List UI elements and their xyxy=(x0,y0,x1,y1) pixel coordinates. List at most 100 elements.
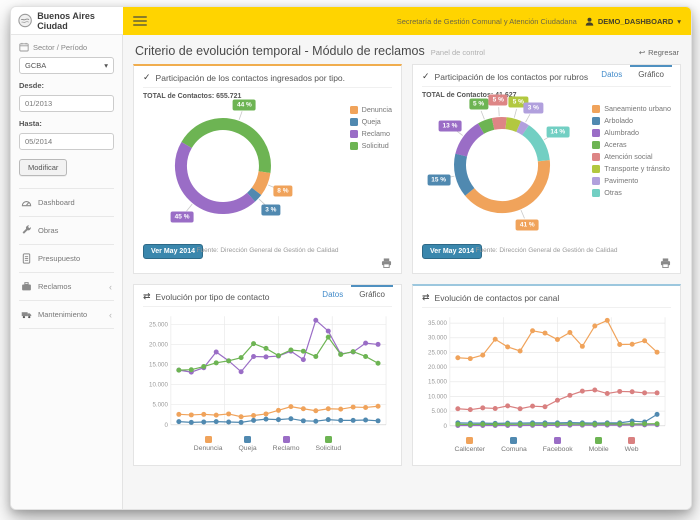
data-point[interactable] xyxy=(325,417,331,423)
data-point[interactable] xyxy=(517,421,523,427)
data-point[interactable] xyxy=(654,421,660,427)
data-point[interactable] xyxy=(542,404,548,410)
data-point[interactable] xyxy=(455,355,461,361)
donut-slice-atención-social[interactable] xyxy=(491,116,507,130)
data-point[interactable] xyxy=(579,421,585,427)
data-point[interactable] xyxy=(188,419,194,425)
data-point[interactable] xyxy=(617,421,623,427)
legend-item[interactable]: Web xyxy=(625,437,639,453)
data-point[interactable] xyxy=(455,421,461,427)
data-point[interactable] xyxy=(554,337,560,343)
data-point[interactable] xyxy=(238,369,244,375)
donut-slice-transporte-y-tránsito[interactable] xyxy=(505,117,522,133)
data-point[interactable] xyxy=(188,367,194,373)
donut-slice-queja[interactable] xyxy=(247,187,262,202)
legend-item[interactable]: Denuncia xyxy=(349,105,392,114)
legend-item[interactable]: Pavimento xyxy=(592,176,671,185)
data-point[interactable] xyxy=(313,353,319,359)
data-point[interactable] xyxy=(275,407,281,413)
donut-slice-arbolado[interactable] xyxy=(454,153,475,196)
data-point[interactable] xyxy=(604,391,610,397)
data-point[interactable] xyxy=(455,406,461,412)
data-point[interactable] xyxy=(226,358,232,364)
data-point[interactable] xyxy=(592,323,598,329)
data-point[interactable] xyxy=(629,421,635,427)
data-point[interactable] xyxy=(467,407,473,413)
data-point[interactable] xyxy=(251,413,257,419)
data-point[interactable] xyxy=(300,406,306,412)
data-point[interactable] xyxy=(201,411,207,417)
data-point[interactable] xyxy=(530,328,536,334)
legend-item[interactable]: Comuna xyxy=(501,437,527,453)
data-point[interactable] xyxy=(375,403,381,409)
data-point[interactable] xyxy=(467,356,473,362)
data-point[interactable] xyxy=(517,348,523,354)
data-point[interactable] xyxy=(338,417,344,423)
data-point[interactable] xyxy=(226,411,232,417)
legend-item[interactable]: Queja xyxy=(239,436,257,452)
data-point[interactable] xyxy=(263,345,269,351)
data-point[interactable] xyxy=(363,404,369,410)
legend-item[interactable]: Otras xyxy=(592,188,671,197)
data-point[interactable] xyxy=(375,418,381,424)
data-point[interactable] xyxy=(492,405,498,411)
data-point[interactable] xyxy=(300,348,306,354)
data-point[interactable] xyxy=(213,360,219,366)
data-point[interactable] xyxy=(350,404,356,410)
data-point[interactable] xyxy=(642,390,648,396)
data-point[interactable] xyxy=(213,412,219,418)
data-point[interactable] xyxy=(617,388,623,394)
donut-slice-pavimento[interactable] xyxy=(516,120,529,136)
tab-grafico[interactable]: Gráfico xyxy=(351,285,393,302)
legend-item[interactable]: Denuncia xyxy=(194,436,223,452)
ver-may-button[interactable]: Ver May 2014 xyxy=(143,244,203,259)
data-point[interactable] xyxy=(567,421,573,427)
data-point[interactable] xyxy=(251,341,257,347)
data-point[interactable] xyxy=(480,352,486,358)
data-point[interactable] xyxy=(505,344,511,350)
legend-item[interactable]: Queja xyxy=(349,117,392,126)
data-point[interactable] xyxy=(176,419,182,425)
data-point[interactable] xyxy=(530,421,536,427)
data-point[interactable] xyxy=(350,349,356,355)
data-point[interactable] xyxy=(275,417,281,423)
donut-slice-otras[interactable] xyxy=(521,125,550,162)
data-point[interactable] xyxy=(592,387,598,393)
data-point[interactable] xyxy=(617,342,623,348)
sidebar-item-obras[interactable]: Obras xyxy=(19,217,114,245)
data-point[interactable] xyxy=(654,349,660,355)
data-point[interactable] xyxy=(480,421,486,427)
data-point[interactable] xyxy=(505,421,511,427)
legend-item[interactable]: Atención social xyxy=(592,152,671,161)
data-point[interactable] xyxy=(492,421,498,427)
legend-item[interactable]: Callcenter xyxy=(454,437,485,453)
hasta-input[interactable] xyxy=(19,133,114,150)
data-point[interactable] xyxy=(201,364,207,370)
data-point[interactable] xyxy=(654,390,660,396)
data-point[interactable] xyxy=(300,418,306,424)
data-point[interactable] xyxy=(505,403,511,409)
tab-datos[interactable]: Datos xyxy=(322,290,344,299)
data-point[interactable] xyxy=(325,334,331,340)
data-point[interactable] xyxy=(313,408,319,414)
data-point[interactable] xyxy=(238,419,244,425)
data-point[interactable] xyxy=(480,405,486,411)
data-point[interactable] xyxy=(492,336,498,342)
donut-slice-alumbrado[interactable] xyxy=(455,123,485,157)
regresar-button[interactable]: ↩ Regresar xyxy=(638,48,679,57)
sidebar-item-reclamos[interactable]: Reclamos ‹ xyxy=(19,273,114,301)
legend-item[interactable]: Alumbrado xyxy=(592,128,671,137)
data-point[interactable] xyxy=(263,411,269,417)
legend-item[interactable]: Solicitud xyxy=(349,141,392,150)
donut-slice-reclamo[interactable] xyxy=(174,142,256,215)
data-point[interactable] xyxy=(325,406,331,412)
data-point[interactable] xyxy=(363,340,369,346)
data-point[interactable] xyxy=(629,389,635,395)
legend-item[interactable]: Solicitud xyxy=(315,436,341,452)
donut-slice-saneamiento-urbano[interactable] xyxy=(465,160,551,214)
data-point[interactable] xyxy=(251,353,257,359)
donut-slice-denuncia[interactable] xyxy=(251,170,271,196)
user-menu[interactable]: DEMO_DASHBOARD ▾ xyxy=(585,17,681,26)
print-icon[interactable] xyxy=(660,258,671,268)
data-point[interactable] xyxy=(288,404,294,410)
